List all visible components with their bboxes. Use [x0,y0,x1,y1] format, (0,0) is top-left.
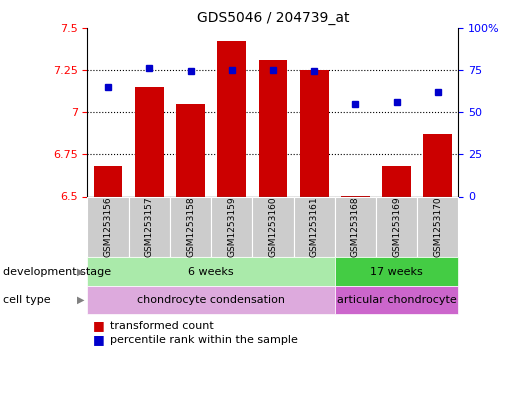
Text: GSM1253160: GSM1253160 [269,196,277,257]
Text: GSM1253158: GSM1253158 [186,196,195,257]
Title: GDS5046 / 204739_at: GDS5046 / 204739_at [197,11,349,25]
Text: development stage: development stage [3,266,111,277]
Text: GSM1253159: GSM1253159 [227,196,236,257]
Text: GSM1253161: GSM1253161 [310,196,319,257]
Text: GSM1253170: GSM1253170 [434,196,443,257]
Text: chondrocyte condensation: chondrocyte condensation [137,295,285,305]
Text: ▶: ▶ [77,295,85,305]
Text: percentile rank within the sample: percentile rank within the sample [110,334,297,345]
Text: ■: ■ [93,319,104,332]
Text: GSM1253169: GSM1253169 [392,196,401,257]
Text: transformed count: transformed count [110,321,214,331]
Text: ■: ■ [93,333,104,346]
Bar [135,86,164,196]
Text: 17 weeks: 17 weeks [370,266,423,277]
Bar [423,134,452,196]
Bar [94,166,122,196]
Text: articular chondrocyte: articular chondrocyte [337,295,456,305]
Bar [259,60,287,196]
Text: GSM1253157: GSM1253157 [145,196,154,257]
Bar [217,41,246,196]
Text: cell type: cell type [3,295,50,305]
Bar [176,104,205,196]
Text: GSM1253156: GSM1253156 [103,196,112,257]
Text: 6 weeks: 6 weeks [188,266,234,277]
Text: ▶: ▶ [77,266,85,277]
Text: GSM1253168: GSM1253168 [351,196,360,257]
Bar [300,70,329,196]
Bar [382,166,411,196]
